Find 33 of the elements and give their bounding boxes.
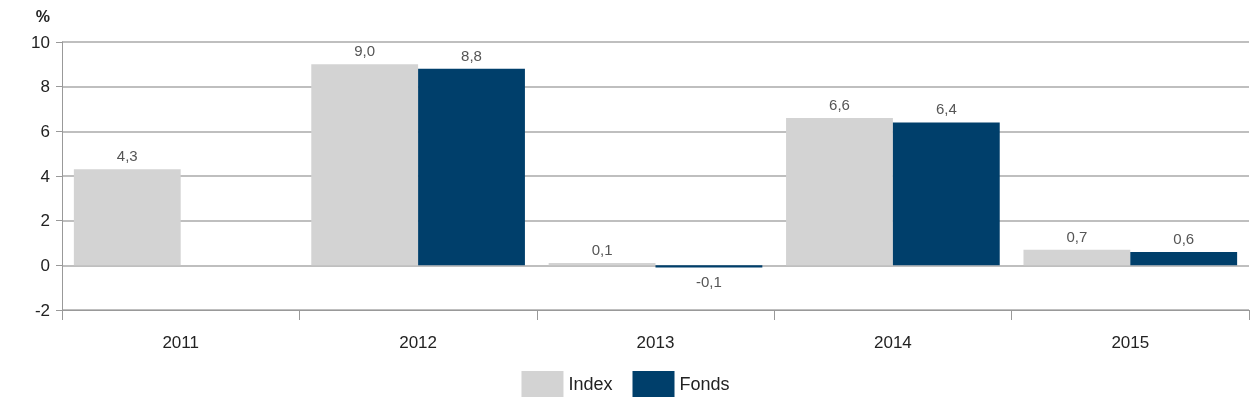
data-label: 4,3 <box>116 147 138 165</box>
data-label: 9,0 <box>354 42 376 60</box>
x-tick-label: 2012 <box>399 333 438 352</box>
bar <box>655 265 763 268</box>
data-label: 0,1 <box>591 241 613 259</box>
x-tick-label: 2013 <box>636 333 675 352</box>
x-tick-label: 2011 <box>162 333 199 352</box>
y-tick-label: -2 <box>34 300 50 320</box>
y-tick-label: 6 <box>40 121 50 141</box>
y-tick-label: 2 <box>40 211 50 231</box>
bar <box>73 169 181 266</box>
y-tick-label: 0 <box>40 255 50 275</box>
bar <box>418 68 525 266</box>
legend-label: Fonds <box>679 374 730 394</box>
bar <box>1023 249 1131 266</box>
data-label: 0,6 <box>1173 229 1195 247</box>
x-tick-label: 2015 <box>1111 333 1150 352</box>
y-axis-title: % <box>35 7 50 25</box>
bar <box>892 122 1000 266</box>
bar <box>311 64 419 266</box>
bar <box>548 263 656 266</box>
y-tick-label: 10 <box>31 32 50 52</box>
legend-label: Index <box>568 374 613 394</box>
y-tick-label: 4 <box>40 166 50 186</box>
x-tick-label: 2014 <box>873 333 912 352</box>
bar <box>1130 251 1238 266</box>
data-label: 6,6 <box>829 95 850 113</box>
bar <box>786 117 893 266</box>
data-label: 0,7 <box>1066 227 1088 245</box>
y-tick-label: 8 <box>40 77 50 97</box>
data-label: 6,4 <box>935 100 957 118</box>
data-label: 8,8 <box>461 46 482 64</box>
data-label: -0,1 <box>695 272 722 290</box>
